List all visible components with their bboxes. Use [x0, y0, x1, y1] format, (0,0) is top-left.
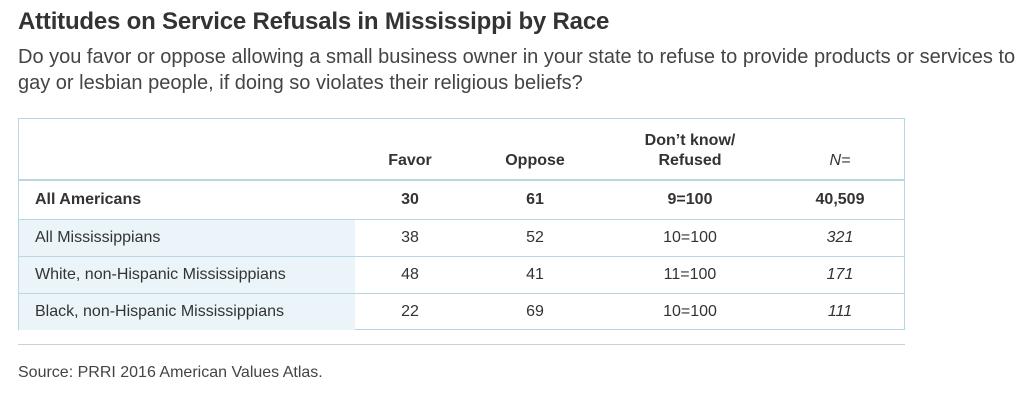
- oppose-value: 52: [526, 229, 544, 246]
- header-oppose: Oppose: [505, 152, 565, 169]
- table-header-row: Favor Oppose Don’t know/ Refused N=: [19, 119, 904, 179]
- row-label: All Mississippians: [35, 229, 161, 246]
- dont-know-value: 9=100: [667, 191, 713, 208]
- source-note: Source: PRRI 2016 American Values Atlas.: [18, 364, 323, 381]
- table-row-white-mississippians: White, non-Hispanic Mississippians 48 41…: [19, 257, 904, 293]
- label-shade: [19, 257, 355, 293]
- row-label: Black, non-Hispanic Mississippians: [35, 303, 284, 320]
- row-label: White, non-Hispanic Mississippians: [35, 266, 286, 283]
- header-dont-know-line1: Don’t know/: [644, 132, 736, 149]
- oppose-value: 41: [526, 266, 544, 283]
- header-favor: Favor: [388, 152, 432, 169]
- chart-subtitle: Do you favor or oppose allowing a small …: [18, 46, 1016, 94]
- footer-divider: [18, 344, 905, 345]
- n-value: 321: [826, 229, 854, 246]
- table-row-all-americans: All Americans 30 61 9=100 40,509: [19, 181, 904, 219]
- favor-value: 22: [401, 303, 419, 320]
- favor-value: 38: [401, 229, 419, 246]
- row-divider: [19, 219, 904, 220]
- n-value: 171: [826, 266, 854, 283]
- header-label-cell: [19, 119, 355, 179]
- n-value: 40,509: [815, 191, 865, 208]
- label-shade: [19, 294, 355, 330]
- header-dont-know: Don’t know/ Refused: [605, 119, 775, 179]
- favor-value: 30: [401, 191, 419, 208]
- table-row-all-mississippians: All Mississippians 38 52 10=100 321: [19, 220, 904, 256]
- dont-know-value: 10=100: [663, 303, 717, 320]
- header-n: N=: [829, 152, 851, 169]
- oppose-value: 61: [526, 191, 544, 208]
- row-divider: [19, 256, 904, 257]
- label-shade: [19, 220, 355, 256]
- n-value: 111: [827, 303, 853, 320]
- chart-title: Attitudes on Service Refusals in Mississ…: [18, 8, 610, 35]
- header-divider: [19, 179, 904, 181]
- results-table: Favor Oppose Don’t know/ Refused N= All …: [18, 118, 905, 330]
- row-divider: [19, 293, 904, 294]
- table-row-black-mississippians: Black, non-Hispanic Mississippians 22 69…: [19, 294, 904, 330]
- row-label: All Americans: [35, 191, 142, 208]
- header-dont-know-line2: Refused: [658, 152, 722, 169]
- dont-know-value: 10=100: [663, 229, 717, 246]
- oppose-value: 69: [526, 303, 544, 320]
- favor-value: 48: [401, 266, 419, 283]
- dont-know-value: 11=100: [663, 266, 717, 283]
